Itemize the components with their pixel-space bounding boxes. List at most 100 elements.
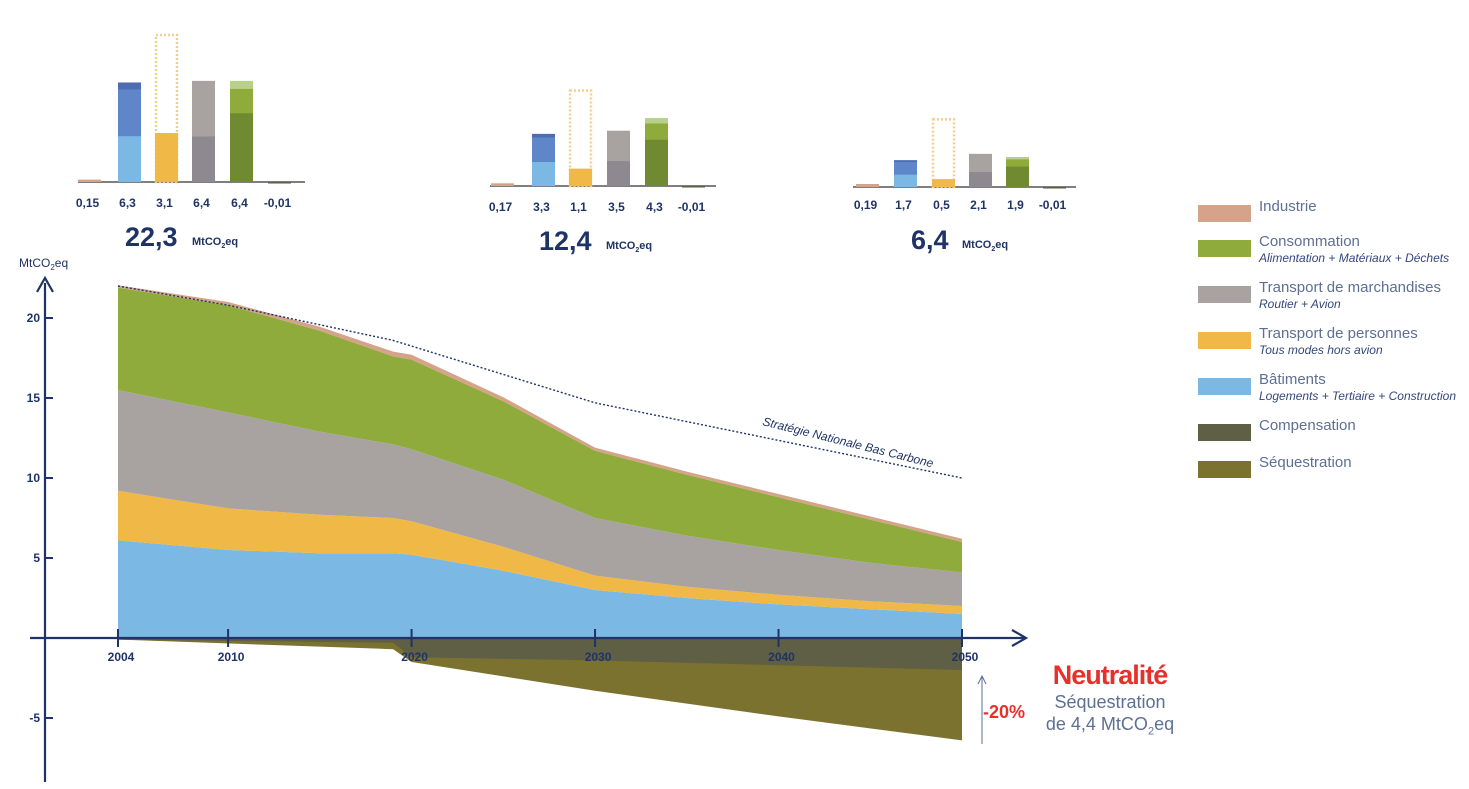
neutrality-line2-sub: 2	[1147, 725, 1155, 738]
legend-text: Bâtiments Logements + Tertiaire + Constru…	[1259, 371, 1456, 404]
legend-label: Transport de personnes	[1259, 325, 1418, 342]
mini-chart-2030: 0,17 3,3 1,1 3,5 4,3 -0,01 12,4 MtCO2eq	[489, 89, 716, 256]
mini-value-label: 6,4	[193, 196, 210, 210]
mini-value-label: 0,19	[854, 198, 878, 212]
mini-bar-compensation	[1043, 187, 1066, 189]
area-transport-de-personnes	[118, 490, 962, 614]
x-tick-label: 2010	[218, 650, 245, 664]
mini-bar-personnes	[569, 168, 592, 186]
x-axis-arrow	[1011, 629, 1029, 647]
legend-swatch	[1198, 286, 1251, 303]
snbc-reference-line	[117, 285, 963, 479]
mini-value-label: 2,1	[970, 198, 987, 212]
mini-bar-personnes	[932, 179, 955, 187]
legend-swatch	[1198, 378, 1251, 395]
legend-swatch	[1198, 461, 1251, 478]
legend-label: Séquestration	[1259, 454, 1352, 471]
neutrality-percent: -20%	[983, 702, 1026, 722]
mini-value-label: 1,7	[895, 198, 912, 212]
y-tick-label: 15	[27, 391, 41, 405]
mini-unit: MtCO2eq	[192, 236, 238, 250]
y-tick-label: 20	[27, 311, 41, 325]
legend-text: Transport de personnes Tous modes hors av…	[1259, 325, 1418, 358]
mini-value-label: 1,9	[1007, 198, 1024, 212]
mini-bar-batiments-low	[118, 136, 141, 182]
legend-sublabel: Routier + Avion	[1259, 297, 1341, 311]
neutrality-line2-suffix: eq	[1154, 714, 1175, 734]
legend-label: Compensation	[1259, 417, 1356, 434]
legend-sublabel: Alimentation + Matériaux + Déchets	[1259, 251, 1450, 265]
legend-text: Transport de marchandises Routier + Avion	[1259, 279, 1441, 312]
legend-item: Consommation Alimentation + Matériaux + D…	[1198, 233, 1468, 279]
neutrality-line2: de 4,4 MtCO2eq	[1020, 713, 1200, 743]
mini-value-label: 0,5	[933, 198, 950, 212]
mini-bar-personnes-outline	[931, 118, 956, 189]
mini-unit: MtCO2eq	[606, 240, 652, 254]
mini-bar-consommation-low	[1006, 166, 1029, 187]
y-tick-label: 10	[27, 471, 41, 485]
mini-bar-personnes	[155, 133, 178, 182]
mini-value-label: 3,5	[608, 200, 625, 214]
x-tick-label: 2020	[401, 650, 428, 664]
mini-value-label: 0,15	[76, 196, 100, 210]
legend-item: Industrie	[1198, 198, 1468, 233]
legend-item: Compensation	[1198, 417, 1468, 454]
area-consommation	[118, 287, 962, 573]
mini-bar-compensation	[682, 186, 705, 188]
legend-label: Transport de marchandises	[1259, 279, 1442, 296]
mini-value-label: 0,17	[489, 200, 513, 214]
legend-label: Industrie	[1259, 198, 1317, 215]
mini-value-label: -0,01	[264, 196, 292, 210]
neutrality-line2-text: de 4,4 MtCO	[1045, 714, 1148, 734]
x-tick-label: 2030	[585, 650, 612, 664]
x-tick-label: 2004	[108, 650, 135, 664]
legend-item: Transport de marchandises Routier + Avion	[1198, 279, 1468, 325]
legend-text: Consommation Alimentation + Matériaux + D…	[1259, 233, 1449, 266]
neutrality-bracket-arrow	[977, 674, 987, 685]
mini-bar-batiments-low	[894, 174, 917, 187]
area-compensation	[118, 638, 962, 670]
area-b-timents	[118, 540, 962, 638]
mini-value-label: 3,1	[156, 196, 173, 210]
mini-bar-consommation-low	[230, 113, 253, 182]
mini-value-label: -0,01	[1039, 198, 1067, 212]
legend-item: Séquestration	[1198, 454, 1468, 500]
x-tick-label: 2050	[952, 650, 979, 664]
mini-chart-2004: 0,15 6,3 3,1 6,4 6,4 -0,01 22,3 MtCO2eq	[76, 33, 305, 252]
mini-bar-marchandises-low	[607, 161, 630, 186]
mini-bar-marchandises-low	[969, 172, 992, 187]
mini-bar-consommation-low	[645, 139, 668, 186]
mini-value-label: 1,1	[570, 200, 587, 214]
y-tick-label: 5	[33, 551, 40, 565]
mini-value-label: 3,3	[533, 200, 550, 214]
legend-swatch	[1198, 424, 1251, 441]
mini-total: 12,4	[539, 226, 592, 256]
mini-value-label: -0,01	[678, 200, 706, 214]
mini-bar-industrie	[856, 183, 879, 187]
mini-bar-industrie	[491, 183, 514, 186]
mini-chart-2050: 0,19 1,7 0,5 2,1 1,9 -0,01 6,4 MtCO2eq	[853, 118, 1076, 255]
legend-item: Bâtiments Logements + Tertiaire + Constru…	[1198, 371, 1468, 417]
legend: Industrie Consommation Alimentation + Maté…	[1198, 198, 1468, 500]
mini-bar-compensation	[268, 182, 291, 184]
legend-sublabel: Tous modes hors avion	[1259, 343, 1383, 357]
legend-text: Compensation	[1259, 417, 1356, 435]
mini-bar-batiments-low	[532, 162, 555, 186]
mini-bar-industrie	[78, 179, 101, 182]
y-tick-label: -5	[29, 711, 40, 725]
mini-bar-marchandises-low	[192, 136, 215, 182]
mini-unit: MtCO2eq	[962, 239, 1008, 253]
legend-label: Bâtiments	[1259, 371, 1326, 388]
y-axis-label: MtCO2eq	[19, 256, 68, 272]
legend-swatch	[1198, 205, 1251, 222]
area-transport-de-marchandises	[118, 390, 962, 606]
legend-text: Industrie	[1259, 198, 1317, 216]
legend-item: Transport de personnes Tous modes hors av…	[1198, 325, 1468, 371]
legend-text: Séquestration	[1259, 454, 1352, 472]
mini-value-label: 4,3	[646, 200, 663, 214]
legend-swatch	[1198, 240, 1251, 257]
neutrality-annotation: Neutralité -20% Séquestration de 4,4 MtC…	[983, 660, 1200, 743]
legend-label: Consommation	[1259, 233, 1360, 250]
y-axis-arrow	[36, 275, 54, 293]
